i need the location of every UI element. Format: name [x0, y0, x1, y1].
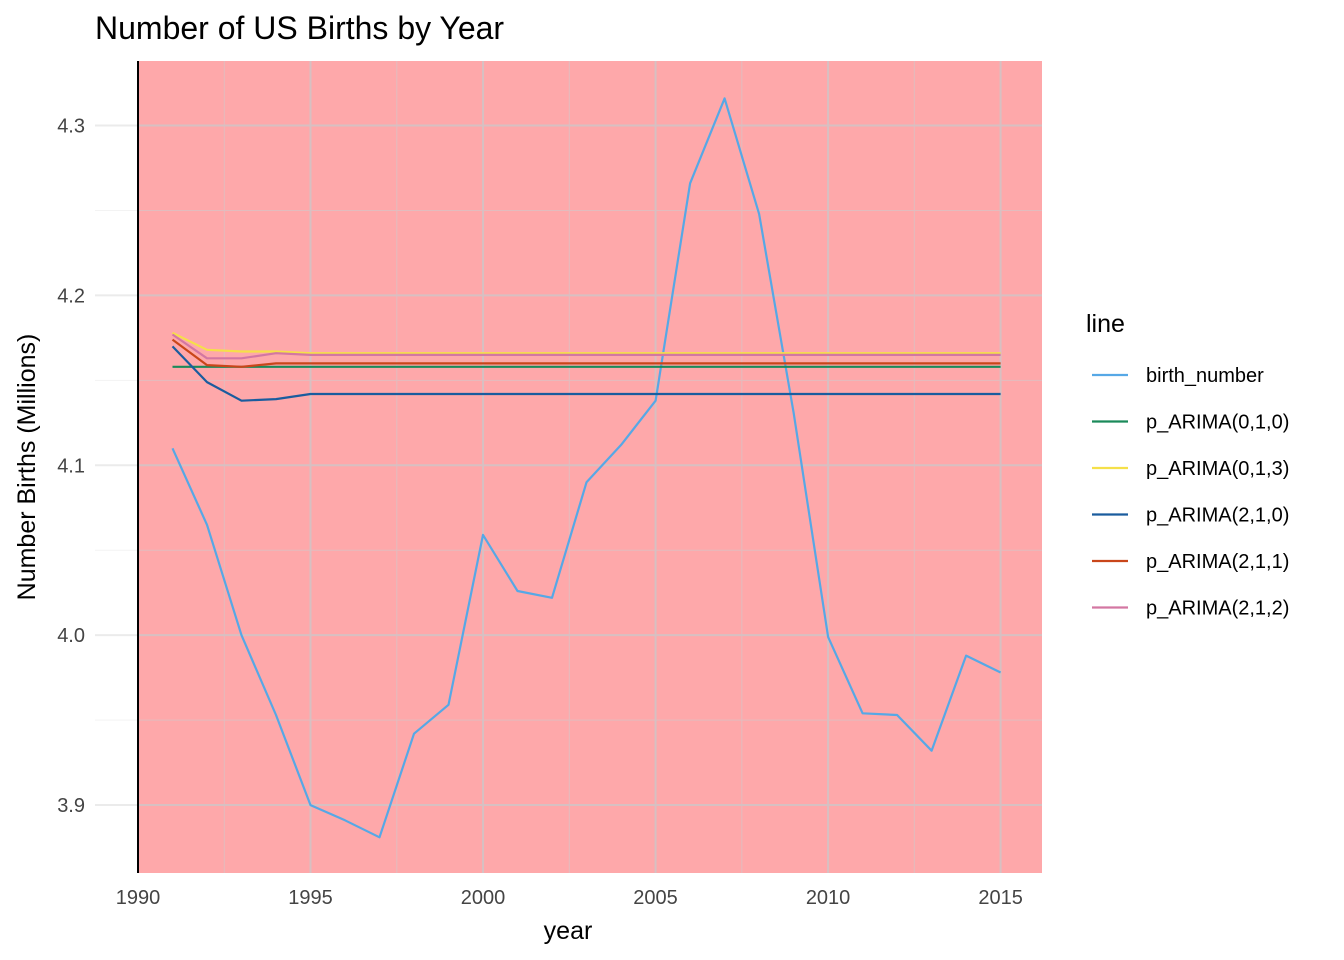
y-tick-label: 4.1 [57, 455, 85, 477]
legend-label: p_ARIMA(2,1,1) [1146, 551, 1289, 573]
x-axis-title: year [544, 917, 593, 945]
legend-label: p_ARIMA(2,1,0) [1146, 505, 1289, 527]
legend-label: p_ARIMA(2,1,2) [1146, 598, 1289, 620]
y-tick-label: 4.3 [57, 116, 85, 138]
legend: line birth_number p_ARIMA(0,1,0) p_ARIMA(0… [1086, 310, 1289, 620]
x-tick-label: 2015 [978, 887, 1023, 909]
x-tick-label: 1990 [116, 887, 161, 909]
x-tick-label: 1995 [288, 887, 333, 909]
x-tick-label: 2010 [806, 887, 851, 909]
chart-title: Number of US Births by Year [95, 10, 504, 46]
y-tick-label: 4.2 [57, 285, 85, 307]
y-axis-title: Number Births (Millions) [13, 334, 41, 601]
series-line-p_ARIMA(2,1,0) [171, 345, 1001, 402]
y-tick-labels: 3.9 4.0 4.1 4.2 4.3 [57, 116, 85, 817]
x-tick-label: 2005 [633, 887, 678, 909]
series-line-p_ARIMA(2,1,2) [171, 333, 1001, 360]
series-line-p_ARIMA(0,1,3) [172, 331, 1001, 355]
y-tick-label: 3.9 [57, 795, 85, 817]
legend-title: line [1086, 310, 1125, 338]
series-lines [171, 97, 1002, 839]
y-tick-label: 4.0 [57, 625, 85, 647]
x-tick-label: 2000 [461, 887, 506, 909]
gridlines [95, 61, 1042, 873]
series-line-birth_number [171, 97, 1002, 839]
panel-background [138, 61, 1042, 873]
legend-label: p_ARIMA(0,1,0) [1146, 412, 1289, 434]
series-line-p_ARIMA(2,1,1) [171, 338, 1001, 368]
legend-label: birth_number [1146, 365, 1264, 387]
legend-label: p_ARIMA(0,1,3) [1146, 458, 1289, 480]
x-tick-labels: 1990 1995 2000 2005 2010 2015 [116, 887, 1023, 909]
